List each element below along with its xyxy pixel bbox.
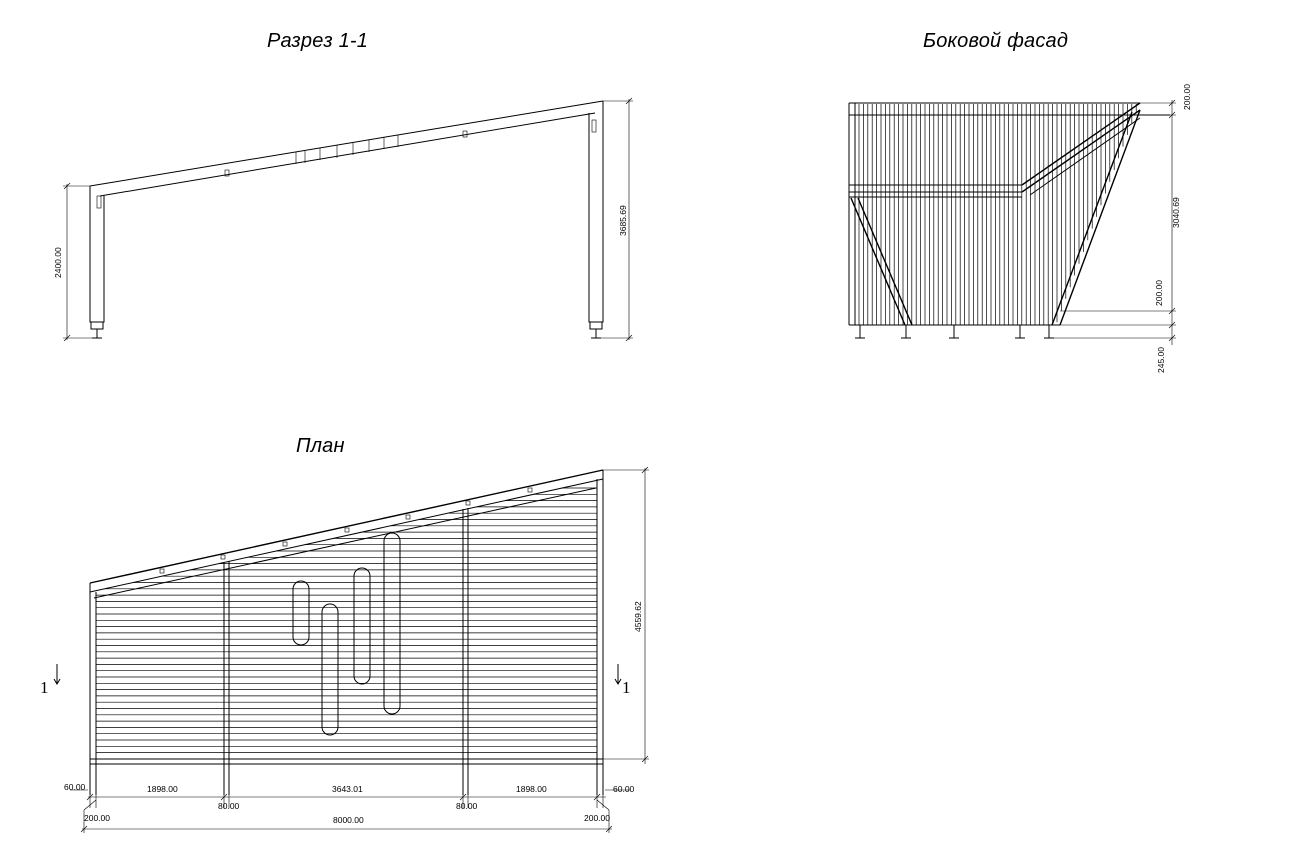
section-mark-left: 1 bbox=[40, 678, 49, 697]
plan-opening-4 bbox=[383, 532, 401, 715]
plan-dim-post-right: 80.00 bbox=[456, 801, 478, 811]
plan-dim-bay-left: 1898.00 bbox=[147, 784, 178, 794]
section-drawing: 2400.00 3685.69 bbox=[53, 97, 633, 342]
side-dim-top: 200.00 bbox=[1182, 84, 1192, 110]
side-dim-mid: 200.00 bbox=[1154, 280, 1164, 306]
plan-depth-dim: 4559.62 bbox=[633, 601, 643, 632]
plan-dim-post-left: 80.00 bbox=[218, 801, 240, 811]
section-right-height: 3685.69 bbox=[618, 205, 628, 236]
plan-dim-total: 8000.00 bbox=[333, 815, 364, 825]
side-facade-title: Боковой фасад bbox=[923, 30, 1069, 52]
plan-dim-edge-left: 60.00 bbox=[64, 782, 86, 792]
side-dim-main: 3040.69 bbox=[1171, 197, 1181, 228]
plan-dim-edge-right: 60.00 bbox=[613, 784, 635, 794]
plan-dim-offset-left: 200.00 bbox=[84, 813, 110, 823]
plan-dim-bay-mid: 3643.01 bbox=[332, 784, 363, 794]
side-facade-drawing: 200.00 3040.69 200.00 245.00 bbox=[848, 84, 1192, 373]
side-dim-bottom: 245.00 bbox=[1156, 347, 1166, 373]
section-title: Разрез 1-1 bbox=[267, 30, 369, 52]
side-facade-slats bbox=[858, 104, 1137, 325]
section-mark-right: 1 bbox=[622, 678, 631, 697]
plan-dim-offset-right: 200.00 bbox=[584, 813, 610, 823]
section-left-height: 2400.00 bbox=[53, 247, 63, 278]
side-facade-feet bbox=[855, 325, 1054, 339]
plan-opening-3 bbox=[353, 567, 371, 685]
plan-opening-1 bbox=[292, 580, 310, 646]
plan-slats bbox=[96, 487, 597, 753]
plan-opening-2 bbox=[321, 603, 339, 736]
plan-title: План bbox=[296, 435, 345, 457]
plan-dim-bay-right: 1898.00 bbox=[516, 784, 547, 794]
plan-drawing: 4559.62 60.00 60.00 1898.00 3643.01 1898… bbox=[40, 466, 649, 833]
